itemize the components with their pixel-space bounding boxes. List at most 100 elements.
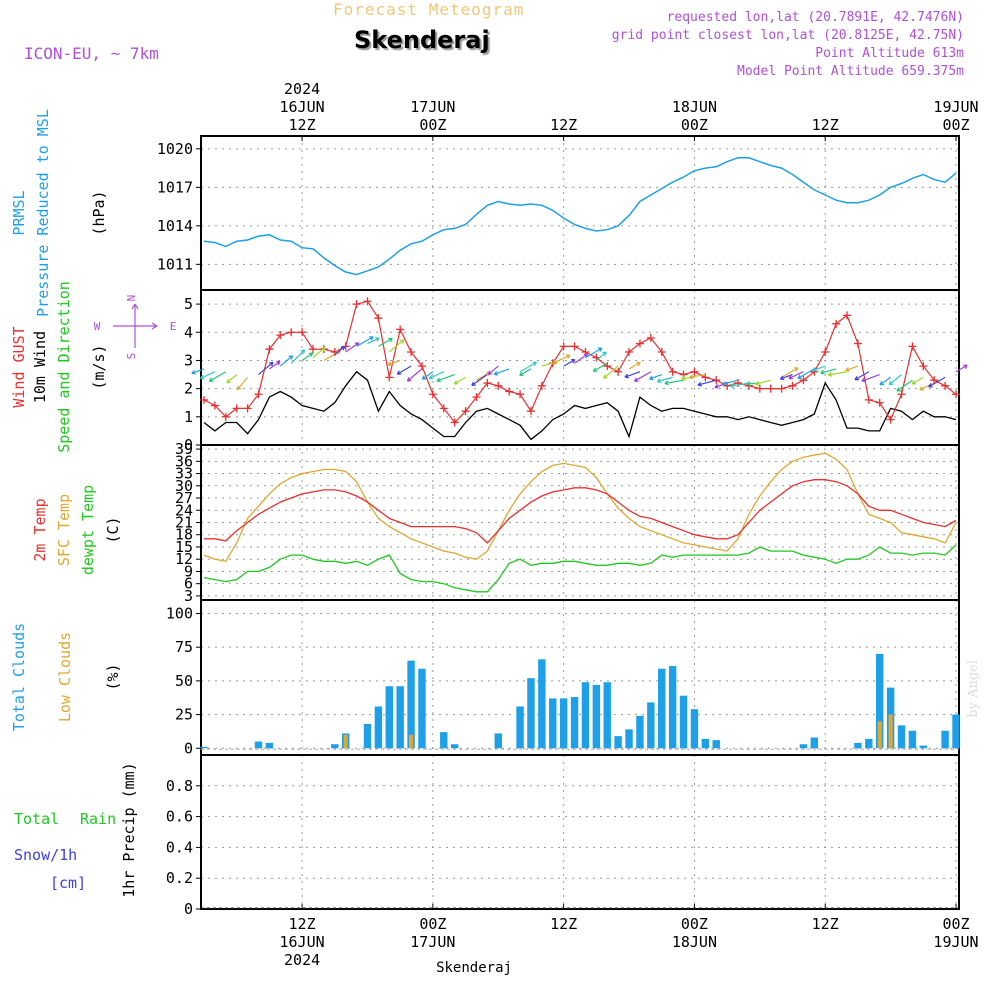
y-tick-label: 0 <box>184 900 193 918</box>
wind-direction-arrow <box>697 379 717 387</box>
y-tick-label: 21 <box>175 514 193 532</box>
total-cloud-bar <box>385 686 393 749</box>
total-cloud-bar <box>331 744 339 749</box>
total-cloud-bar <box>592 684 601 749</box>
low-cloud-bar <box>888 714 893 749</box>
total-cloud-bar <box>658 668 666 749</box>
gust-marker <box>941 381 950 390</box>
wind-direction-arrow <box>345 342 360 353</box>
label-low-clouds: Low Clouds <box>56 632 74 722</box>
y-tick-label: 0.6 <box>166 808 193 826</box>
total-cloud-bar <box>799 744 808 749</box>
total-cloud-bar <box>200 746 208 749</box>
time-label-top: 00Z <box>419 116 446 134</box>
requested-coords: requested lon,lat (20.7891E, 42.7476N) <box>666 10 964 25</box>
gust-marker <box>570 342 579 351</box>
gust-marker <box>755 384 764 393</box>
panel-frame <box>200 289 960 446</box>
model-label: ICON-EU, ~ 7km <box>24 44 159 63</box>
label-prmsl: PRMSL <box>10 190 28 235</box>
wind-direction-arrow <box>421 371 434 380</box>
total-cloud-bar <box>712 740 720 749</box>
label-rain: Rain <box>80 810 116 828</box>
wind-direction-arrow <box>208 371 227 382</box>
gust-marker <box>821 348 830 356</box>
low-cloud-bar <box>343 734 348 749</box>
label-ms: (m/s) <box>90 344 108 389</box>
wind-direction-arrow <box>845 365 859 372</box>
gust-marker <box>886 415 895 424</box>
gust-marker <box>287 328 296 337</box>
label-c: (C) <box>104 516 122 543</box>
y-tick-label: 1 <box>184 408 193 426</box>
wind-direction-arrow <box>436 373 455 383</box>
total-cloud-bar <box>516 706 524 749</box>
gust-marker <box>352 300 361 309</box>
label-snow: Snow/1h <box>14 846 77 864</box>
label-sfc-temp: SFC Temp <box>55 494 73 566</box>
wind-direction-arrow <box>396 365 412 375</box>
total-cloud-bar <box>494 733 502 749</box>
total-cloud-bar <box>897 725 906 749</box>
y-tick-label: 1020 <box>157 140 193 158</box>
wind-direction-arrow <box>754 379 771 386</box>
total-cloud-bar <box>865 738 873 749</box>
gust-marker <box>221 412 230 421</box>
gust-marker <box>407 348 416 356</box>
station-title: Skenderaj <box>354 26 490 54</box>
gust-marker <box>200 395 208 404</box>
wind-direction-arrow <box>681 375 695 381</box>
label-speed-direction: Speed and Direction <box>55 281 73 453</box>
wind-direction-arrow <box>656 376 673 384</box>
wind-direction-arrow <box>367 337 380 345</box>
time-label-top: 2024 <box>284 80 320 98</box>
wind-direction-arrow <box>888 374 902 386</box>
label-2m-temp: 2m Temp <box>31 498 49 561</box>
gust-marker <box>210 401 219 410</box>
compass-n: N <box>125 295 138 302</box>
total-cloud-bar <box>570 697 579 749</box>
y-tick-label: 33 <box>175 465 193 483</box>
total-cloud-bar <box>549 698 557 749</box>
total-cloud-bar <box>581 682 590 749</box>
time-label-bottom: 00Z <box>681 915 708 933</box>
wind-direction-arrow <box>279 355 294 367</box>
total-cloud-bar <box>254 741 263 749</box>
gust-marker <box>308 345 317 354</box>
total-cloud-bar <box>450 744 459 749</box>
gust-marker <box>516 390 525 399</box>
y-tick-label: 3 <box>184 351 193 369</box>
wind-direction-arrow <box>574 353 589 364</box>
y-tick-label: 18 <box>175 526 193 544</box>
gust-marker <box>625 348 634 356</box>
y-tick-label: 1014 <box>157 217 193 235</box>
wind-direction-arrow <box>301 352 314 361</box>
y-tick-label: 50 <box>175 672 193 690</box>
compass-s: S <box>125 353 138 360</box>
label-hpa: (hPa) <box>90 190 108 235</box>
wind-direction-arrow <box>519 368 532 377</box>
wind-direction-arrow <box>236 376 249 391</box>
wind-direction-arrow <box>722 379 739 386</box>
wind-direction-arrow <box>603 365 619 379</box>
total-cloud-bar <box>614 736 622 749</box>
total-cloud-bar <box>919 745 928 749</box>
time-label-top: 12Z <box>812 116 839 134</box>
wind-direction-arrow <box>388 339 405 353</box>
time-label-top: 17JUN <box>410 98 455 116</box>
model-altitude: Model Point Altitude 659.375m <box>737 64 964 79</box>
total-cloud-bar <box>374 706 383 749</box>
gust-marker <box>483 379 492 387</box>
gust-marker <box>396 325 405 334</box>
gust-marker <box>298 328 307 337</box>
wind-direction-arrow <box>334 345 346 356</box>
total-cloud-bar <box>908 730 917 749</box>
total-cloud-bar <box>690 709 699 749</box>
y-tick-label: 0.2 <box>166 869 193 887</box>
wind-direction-arrow <box>487 365 499 376</box>
wind-direction-arrow <box>919 382 935 391</box>
y-tick-label: 27 <box>175 489 193 507</box>
gust-marker <box>439 404 448 413</box>
y-tick-label: 9 <box>184 562 193 580</box>
y-tick-label: 0 <box>184 739 193 757</box>
